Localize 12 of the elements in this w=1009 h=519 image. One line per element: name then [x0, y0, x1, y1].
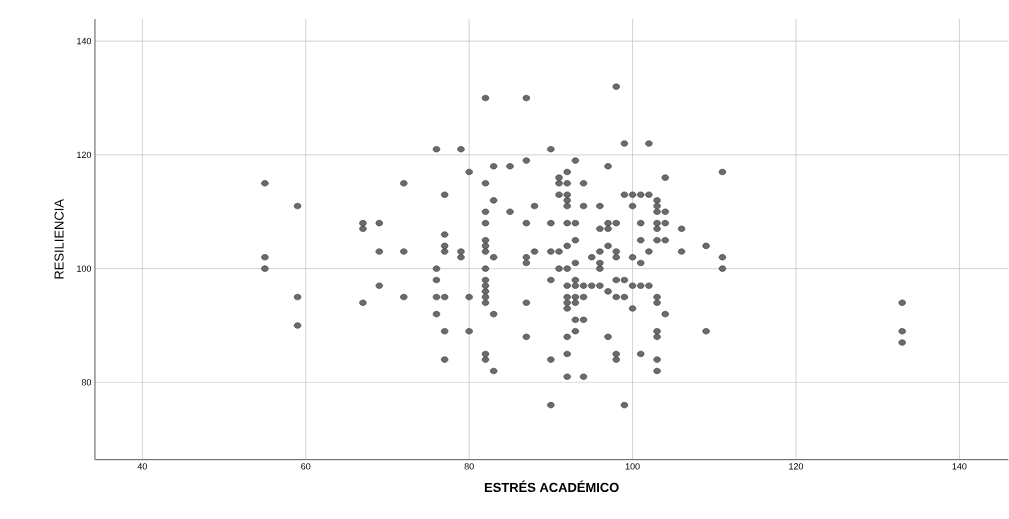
y-axis-title: RESILIENCIA — [54, 199, 64, 279]
x-tick-label: 120 — [789, 463, 804, 470]
x-tick-label: 60 — [301, 463, 311, 470]
x-tick-label: 80 — [464, 463, 474, 470]
x-axis-title: ESTRÉS ACADÉMICO — [484, 480, 619, 493]
y-tick-label: 100 — [77, 265, 92, 272]
x-tick-label: 140 — [952, 463, 967, 470]
y-tick-label: 80 — [81, 379, 92, 386]
x-tick-label: 40 — [137, 463, 147, 470]
y-tick-label: 140 — [77, 38, 92, 45]
x-tick-label: 100 — [625, 463, 640, 470]
y-tick-label: 120 — [77, 151, 92, 159]
